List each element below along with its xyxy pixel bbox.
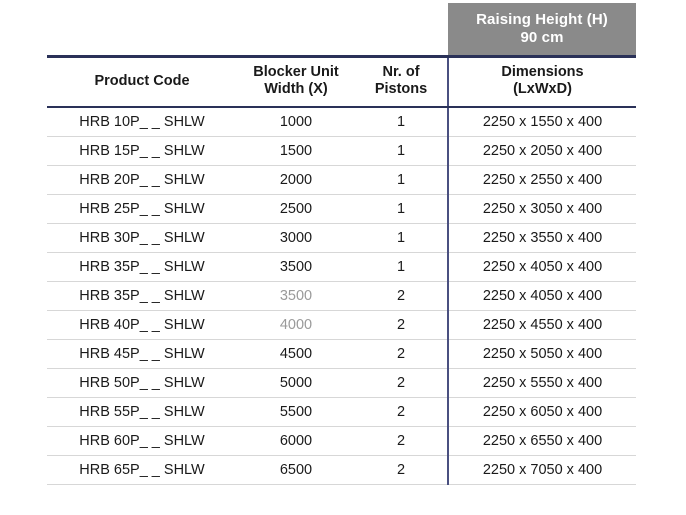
cell-dimensions: 2250 x 5050 x 400 bbox=[447, 339, 636, 369]
cell-product-code: HRB 55P_ _ SHLW bbox=[47, 397, 237, 427]
cell-nr-of-pistons: 2 bbox=[355, 339, 448, 369]
raising-height-callout: Raising Height (H) 90 cm bbox=[448, 3, 636, 55]
cell-nr-of-pistons: 2 bbox=[355, 281, 448, 311]
cell-nr-of-pistons: 1 bbox=[355, 106, 448, 137]
table-row: HRB 50P_ _ SHLW 5000 2 2250 x 5550 x 400 bbox=[47, 368, 636, 398]
column-header-blocker-unit-width: Blocker Unit Width (X) bbox=[237, 54, 355, 108]
cell-nr-of-pistons: 2 bbox=[355, 368, 448, 398]
cell-product-code: HRB 25P_ _ SHLW bbox=[47, 194, 237, 224]
cell-nr-of-pistons: 2 bbox=[355, 426, 448, 456]
cell-dimensions: 2250 x 6050 x 400 bbox=[447, 397, 636, 427]
cell-nr-of-pistons: 1 bbox=[355, 136, 448, 166]
cell-blocker-unit-width: 5500 bbox=[237, 397, 355, 427]
cell-blocker-unit-width: 6000 bbox=[237, 426, 355, 456]
cell-product-code: HRB 45P_ _ SHLW bbox=[47, 339, 237, 369]
raising-height-value: 90 cm bbox=[520, 29, 564, 46]
cell-nr-of-pistons: 1 bbox=[355, 194, 448, 224]
cell-product-code: HRB 35P_ _ SHLW bbox=[47, 252, 237, 282]
column-header-nr-of-pistons-line2: Pistons bbox=[374, 81, 428, 98]
table-row: HRB 65P_ _ SHLW 6500 2 2250 x 7050 x 400 bbox=[47, 455, 636, 485]
cell-product-code: HRB 50P_ _ SHLW bbox=[47, 368, 237, 398]
cell-blocker-unit-width: 1500 bbox=[237, 136, 355, 166]
cell-dimensions: 2250 x 4050 x 400 bbox=[447, 252, 636, 282]
cell-nr-of-pistons: 1 bbox=[355, 165, 448, 195]
cell-nr-of-pistons: 2 bbox=[355, 397, 448, 427]
cell-dimensions: 2250 x 2050 x 400 bbox=[447, 136, 636, 166]
cell-blocker-unit-width: 3500 bbox=[237, 281, 355, 311]
cell-product-code: HRB 35P_ _ SHLW bbox=[47, 281, 237, 311]
cell-dimensions: 2250 x 4550 x 400 bbox=[447, 310, 636, 340]
cell-product-code: HRB 30P_ _ SHLW bbox=[47, 223, 237, 253]
table-row: HRB 15P_ _ SHLW 1500 1 2250 x 2050 x 400 bbox=[47, 136, 636, 166]
cell-dimensions: 2250 x 2550 x 400 bbox=[447, 165, 636, 195]
column-header-dimensions-line2: (LxWxD) bbox=[513, 81, 572, 98]
table-row: HRB 45P_ _ SHLW 4500 2 2250 x 5050 x 400 bbox=[47, 339, 636, 369]
raising-height-title: Raising Height (H) bbox=[476, 11, 608, 29]
column-header-dimensions: Dimensions (LxWxD) bbox=[447, 54, 636, 108]
cell-dimensions: 2250 x 4050 x 400 bbox=[447, 281, 636, 311]
column-header-product-code-line1: Product Code bbox=[94, 72, 190, 89]
table-row: HRB 30P_ _ SHLW 3000 1 2250 x 3550 x 400 bbox=[47, 223, 636, 253]
column-header-dimensions-line1: Dimensions bbox=[501, 64, 584, 80]
cell-blocker-unit-width: 3000 bbox=[237, 223, 355, 253]
cell-blocker-unit-width: 3500 bbox=[237, 252, 355, 282]
column-header-blocker-unit-width-line2: Width (X) bbox=[264, 81, 328, 98]
cell-dimensions: 2250 x 3050 x 400 bbox=[447, 194, 636, 224]
column-header-nr-of-pistons: Nr. of Pistons bbox=[355, 54, 448, 108]
cell-blocker-unit-width: 4000 bbox=[237, 310, 355, 340]
table-row: HRB 25P_ _ SHLW 2500 1 2250 x 3050 x 400 bbox=[47, 194, 636, 224]
cell-product-code: HRB 60P_ _ SHLW bbox=[47, 426, 237, 456]
cell-dimensions: 2250 x 6550 x 400 bbox=[447, 426, 636, 456]
product-spec-table: Product Code Blocker Unit Width (X) Nr. … bbox=[47, 54, 636, 485]
cell-blocker-unit-width: 5000 bbox=[237, 368, 355, 398]
cell-product-code: HRB 65P_ _ SHLW bbox=[47, 455, 237, 485]
table-body: HRB 10P_ _ SHLW 1000 1 2250 x 1550 x 400 HRB… bbox=[47, 106, 636, 485]
cell-blocker-unit-width: 6500 bbox=[237, 455, 355, 485]
cell-blocker-unit-width: 2500 bbox=[237, 194, 355, 224]
cell-nr-of-pistons: 1 bbox=[355, 223, 448, 253]
table-row: HRB 10P_ _ SHLW 1000 1 2250 x 1550 x 400 bbox=[47, 106, 636, 137]
table-row: HRB 20P_ _ SHLW 2000 1 2250 x 2550 x 400 bbox=[47, 165, 636, 195]
cell-nr-of-pistons: 2 bbox=[355, 310, 448, 340]
column-header-nr-of-pistons-line1: Nr. of bbox=[382, 64, 420, 80]
table-row: HRB 60P_ _ SHLW 6000 2 2250 x 6550 x 400 bbox=[47, 426, 636, 456]
cell-product-code: HRB 10P_ _ SHLW bbox=[47, 106, 237, 137]
cell-blocker-unit-width: 1000 bbox=[237, 106, 355, 137]
table-row: HRB 35P_ _ SHLW 3500 2 2250 x 4050 x 400 bbox=[47, 281, 636, 311]
header-row: Product Code Blocker Unit Width (X) Nr. … bbox=[47, 54, 636, 108]
table-row: HRB 35P_ _ SHLW 3500 1 2250 x 4050 x 400 bbox=[47, 252, 636, 282]
cell-blocker-unit-width: 2000 bbox=[237, 165, 355, 195]
cell-nr-of-pistons: 1 bbox=[355, 252, 448, 282]
cell-blocker-unit-width: 4500 bbox=[237, 339, 355, 369]
cell-product-code: HRB 20P_ _ SHLW bbox=[47, 165, 237, 195]
cell-dimensions: 2250 x 5550 x 400 bbox=[447, 368, 636, 398]
cell-dimensions: 2250 x 1550 x 400 bbox=[447, 106, 636, 137]
cell-nr-of-pistons: 2 bbox=[355, 455, 448, 485]
column-header-product-code: Product Code bbox=[47, 54, 237, 108]
cell-product-code: HRB 15P_ _ SHLW bbox=[47, 136, 237, 166]
column-header-blocker-unit-width-line1: Blocker Unit bbox=[253, 64, 339, 80]
table-header: Product Code Blocker Unit Width (X) Nr. … bbox=[47, 54, 636, 108]
cell-dimensions: 2250 x 7050 x 400 bbox=[447, 455, 636, 485]
table-row: HRB 55P_ _ SHLW 5500 2 2250 x 6050 x 400 bbox=[47, 397, 636, 427]
cell-product-code: HRB 40P_ _ SHLW bbox=[47, 310, 237, 340]
table-row: HRB 40P_ _ SHLW 4000 2 2250 x 4550 x 400 bbox=[47, 310, 636, 340]
cell-dimensions: 2250 x 3550 x 400 bbox=[447, 223, 636, 253]
